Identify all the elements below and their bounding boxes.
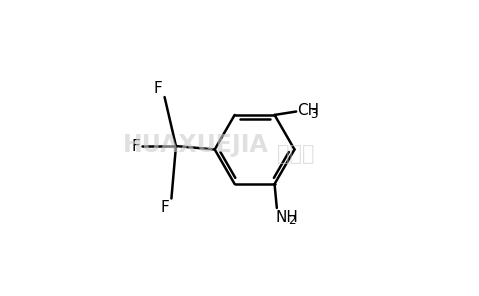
Text: F: F — [131, 139, 140, 154]
Text: F: F — [160, 200, 169, 215]
Text: CH: CH — [297, 103, 319, 118]
Text: NH: NH — [276, 210, 298, 225]
Text: 3: 3 — [310, 108, 317, 121]
Text: HUAXUEJIA: HUAXUEJIA — [123, 133, 268, 157]
Text: 化学加: 化学加 — [277, 144, 314, 164]
Text: F: F — [154, 81, 162, 96]
Text: 2: 2 — [288, 214, 295, 227]
